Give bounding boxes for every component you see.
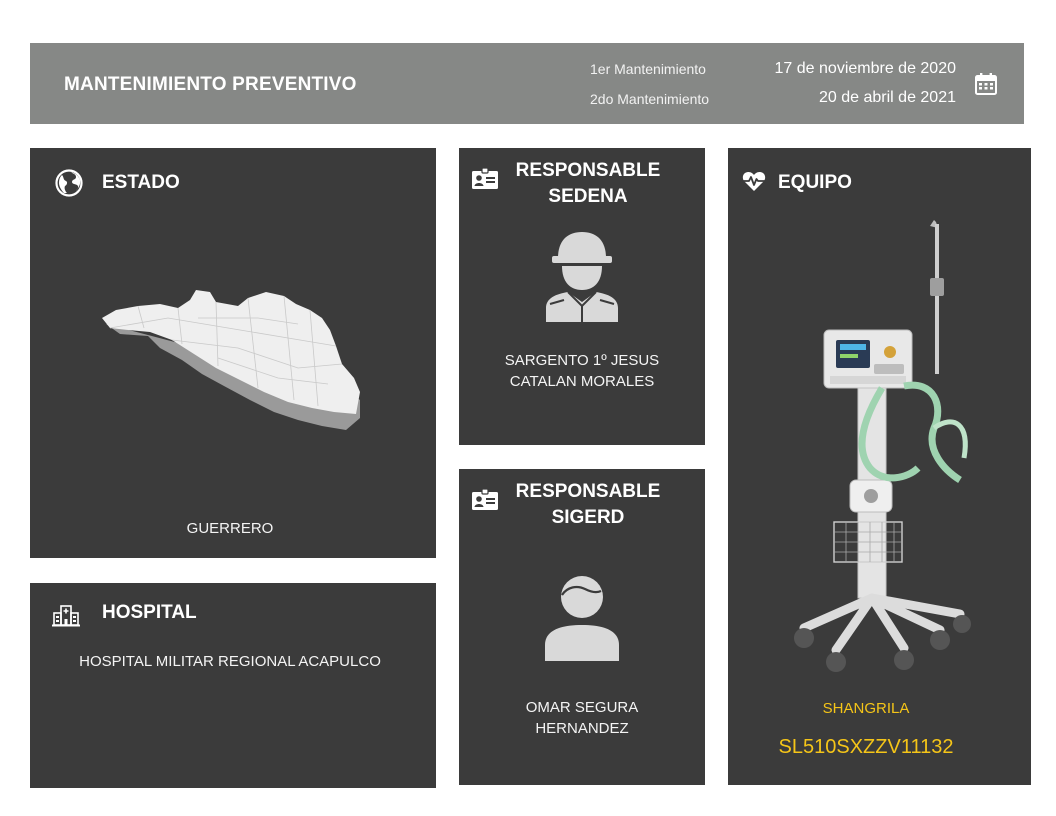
- responsable-sigerd-card: RESPONSABLE SIGERD OMAR SEGURA HERNANDEZ: [459, 469, 705, 785]
- soldier-icon: [546, 232, 618, 322]
- equipo-title: EQUIPO: [778, 172, 852, 193]
- person-icon: [545, 576, 619, 661]
- first-maintenance-date: 17 de noviembre de 2020: [774, 60, 956, 77]
- responsable-sedena-card: RESPONSABLE SEDENA SARGENTO 1º JESUS CAT…: [459, 148, 705, 445]
- estado-value: GUERRERO: [186, 520, 274, 537]
- second-maintenance-date: 20 de abril de 2021: [819, 89, 956, 106]
- hospital-card: HOSPITAL HOSPITAL MILITAR REGIONAL ACAPU…: [30, 583, 436, 788]
- page-title: MANTENIMIENTO PREVENTIVO: [64, 74, 357, 95]
- estado-title: ESTADO: [102, 172, 180, 193]
- hospital-value: HOSPITAL MILITAR REGIONAL ACAPULCO: [79, 653, 381, 670]
- ventilator-image: [794, 220, 971, 672]
- hospital-icon: [52, 605, 80, 627]
- equipo-card: EQUIPO SHANGRILA SL510SXZZV11132: [728, 148, 1031, 785]
- sigerd-name-line1: OMAR SEGURA: [525, 699, 639, 716]
- globe-icon: [55, 169, 83, 197]
- equipo-serial: SL510SXZZV11132: [778, 736, 954, 758]
- first-maintenance-label: 1er Mantenimiento: [590, 61, 706, 77]
- state-map-image: [102, 290, 360, 430]
- sedena-name-line2: CATALAN MORALES: [509, 373, 655, 390]
- hospital-title: HOSPITAL: [102, 602, 197, 623]
- estado-card: ESTADO GUERRERO: [30, 148, 436, 558]
- sedena-name-line1: SARGENTO 1º JESUS: [504, 352, 660, 369]
- id-card-icon: [472, 489, 498, 510]
- sigerd-title-line2: SIGERD: [551, 507, 625, 528]
- header-bar: MANTENIMIENTO PREVENTIVO 1er Mantenimien…: [30, 43, 1024, 124]
- equipo-brand: SHANGRILA: [822, 700, 910, 717]
- sedena-title-line2: SEDENA: [548, 186, 628, 207]
- heart-pulse-icon: [742, 171, 766, 191]
- calendar-icon: [975, 73, 997, 95]
- sigerd-name-line2: HERNANDEZ: [535, 720, 629, 737]
- second-maintenance-label: 2do Mantenimiento: [590, 91, 710, 107]
- id-card-icon: [472, 168, 498, 189]
- sigerd-title-line1: RESPONSABLE: [515, 481, 661, 502]
- sedena-title-line1: RESPONSABLE: [515, 160, 661, 181]
